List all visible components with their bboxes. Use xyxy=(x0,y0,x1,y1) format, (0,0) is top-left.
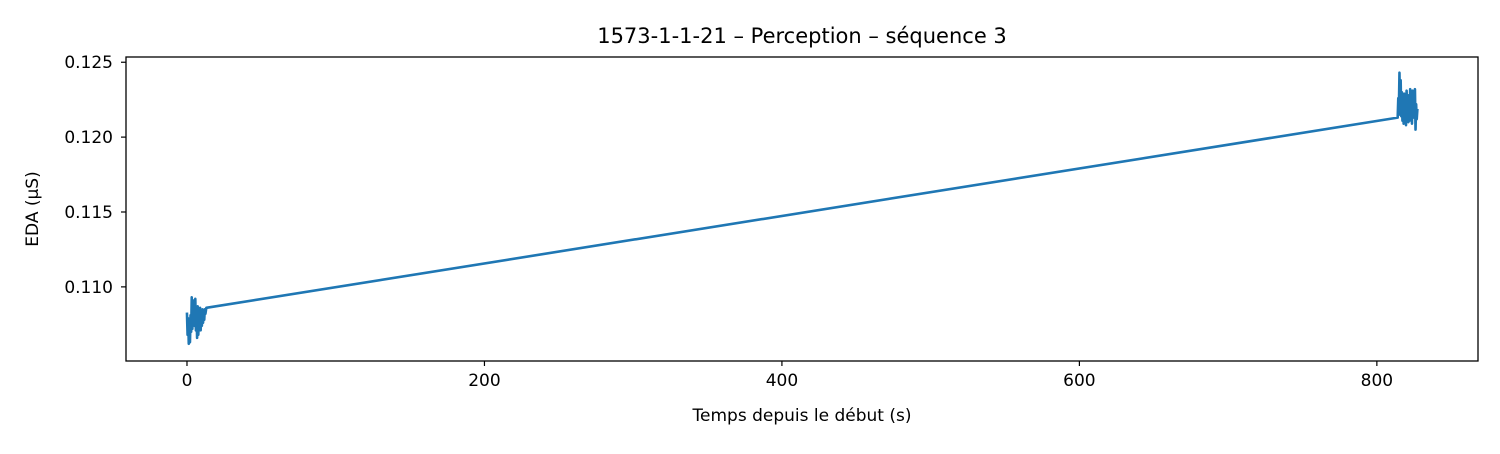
axes: 0 200 400 600 800 0.110 0.115 0.120 0.125 xyxy=(64,53,1479,391)
x-tick-label: 800 xyxy=(1361,371,1393,391)
y-axis-label: EDA (µS) xyxy=(23,171,43,246)
chart-title: 1573-1-1-21 – Perception – séquence 3 xyxy=(597,24,1007,48)
x-tick-label: 0 xyxy=(182,371,193,391)
y-tick-label: 0.115 xyxy=(64,203,113,223)
x-tick-label: 200 xyxy=(468,371,500,391)
plot-area xyxy=(185,71,1419,346)
x-tick-label: 400 xyxy=(766,371,798,391)
axes-frame xyxy=(125,56,1479,362)
y-tick-label: 0.125 xyxy=(64,53,113,73)
x-tick-label: 600 xyxy=(1063,371,1095,391)
series-line-0 xyxy=(185,71,1419,346)
x-axis-label: Temps depuis le début (s) xyxy=(692,406,912,426)
y-tick-label: 0.120 xyxy=(64,128,113,148)
y-tick-label: 0.110 xyxy=(64,278,113,298)
